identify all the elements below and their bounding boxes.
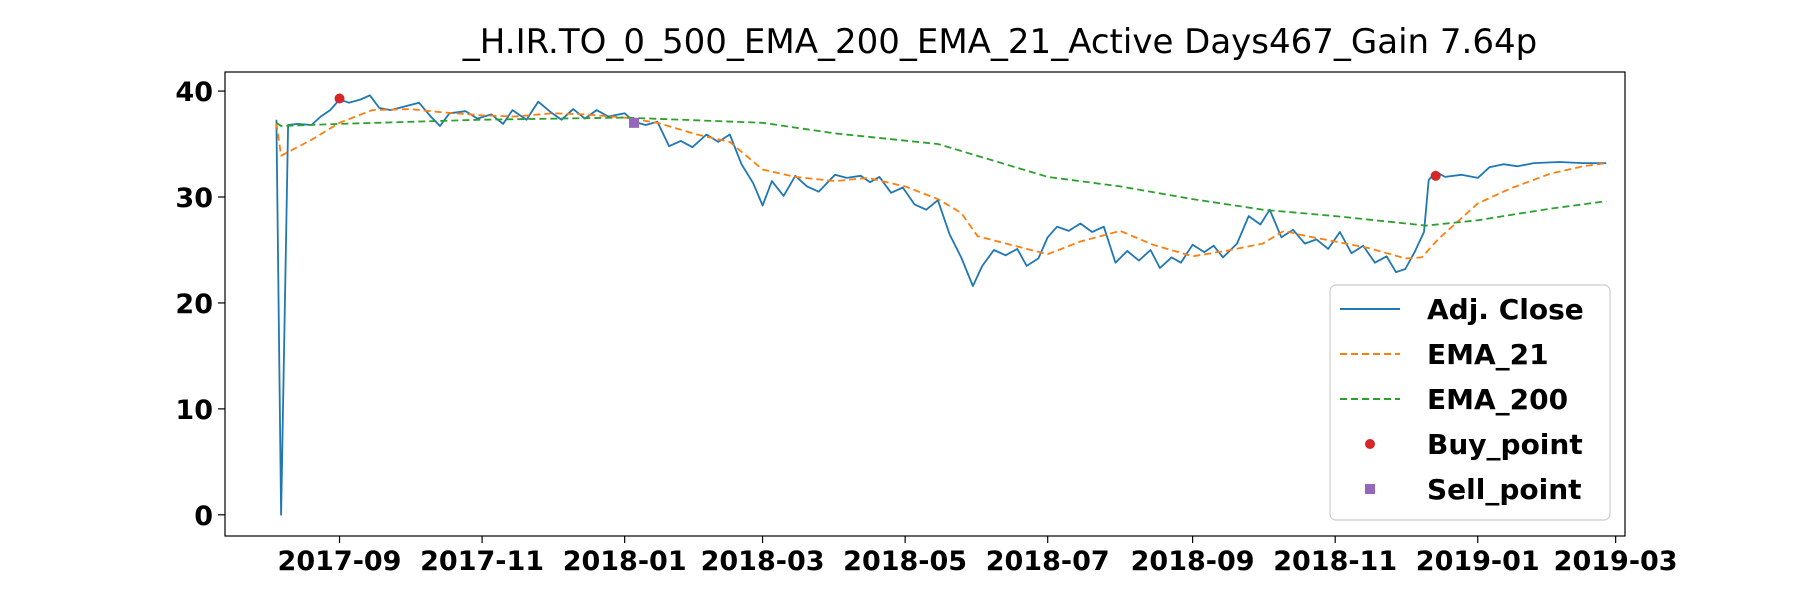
adj-close-line (275, 94, 1607, 516)
legend-sell-point-label: Sell_point (1427, 473, 1582, 506)
legend-adj-close-label: Adj. Close (1427, 293, 1584, 326)
x-tick-label: 2017-11 (420, 546, 544, 577)
x-tick-label: 2019-03 (1554, 546, 1678, 577)
legend-ema200-label: EMA_200 (1427, 383, 1568, 416)
x-axis: 2017-09 2017-11 2018-01 2018-03 2018-05 2018-… (278, 536, 1678, 577)
series-layer (275, 94, 1607, 516)
y-tick-label: 10 (175, 395, 213, 426)
x-tick-label: 2017-09 (278, 546, 402, 577)
buy-point-marker (334, 93, 345, 104)
x-tick-label: 2018-09 (1131, 546, 1255, 577)
y-axis: 0 10 20 30 40 (175, 77, 225, 532)
x-tick-label: 2019-01 (1416, 546, 1540, 577)
x-tick-label: 2018-01 (563, 546, 687, 577)
legend-box (1329, 284, 1611, 521)
y-tick-label: 0 (194, 501, 213, 532)
y-tick-label: 20 (175, 289, 213, 320)
legend-buy-point-label: Buy_point (1427, 428, 1583, 461)
legend-buy-point-marker (1365, 439, 1375, 449)
legend: Adj. Close EMA_21 EMA_200 Buy_point Sell… (1329, 284, 1611, 521)
legend-ema21-label: EMA_21 (1427, 338, 1549, 371)
chart-title: _H.IR.TO_0_500_EMA_200_EMA_21_Active Day… (462, 22, 1537, 62)
x-tick-label: 2018-07 (986, 546, 1110, 577)
ema-21-line (275, 108, 1607, 260)
y-tick-label: 40 (175, 77, 213, 108)
x-tick-label: 2018-11 (1273, 546, 1397, 577)
x-tick-label: 2018-05 (843, 546, 967, 577)
x-tick-label: 2018-03 (701, 546, 825, 577)
legend-sell-point-marker (1365, 484, 1375, 494)
marker-layer (334, 93, 1441, 181)
y-tick-label: 30 (175, 183, 213, 214)
ema-200-line (275, 116, 1607, 227)
buy-point-marker (1430, 170, 1441, 181)
sell-point-marker (629, 117, 640, 128)
